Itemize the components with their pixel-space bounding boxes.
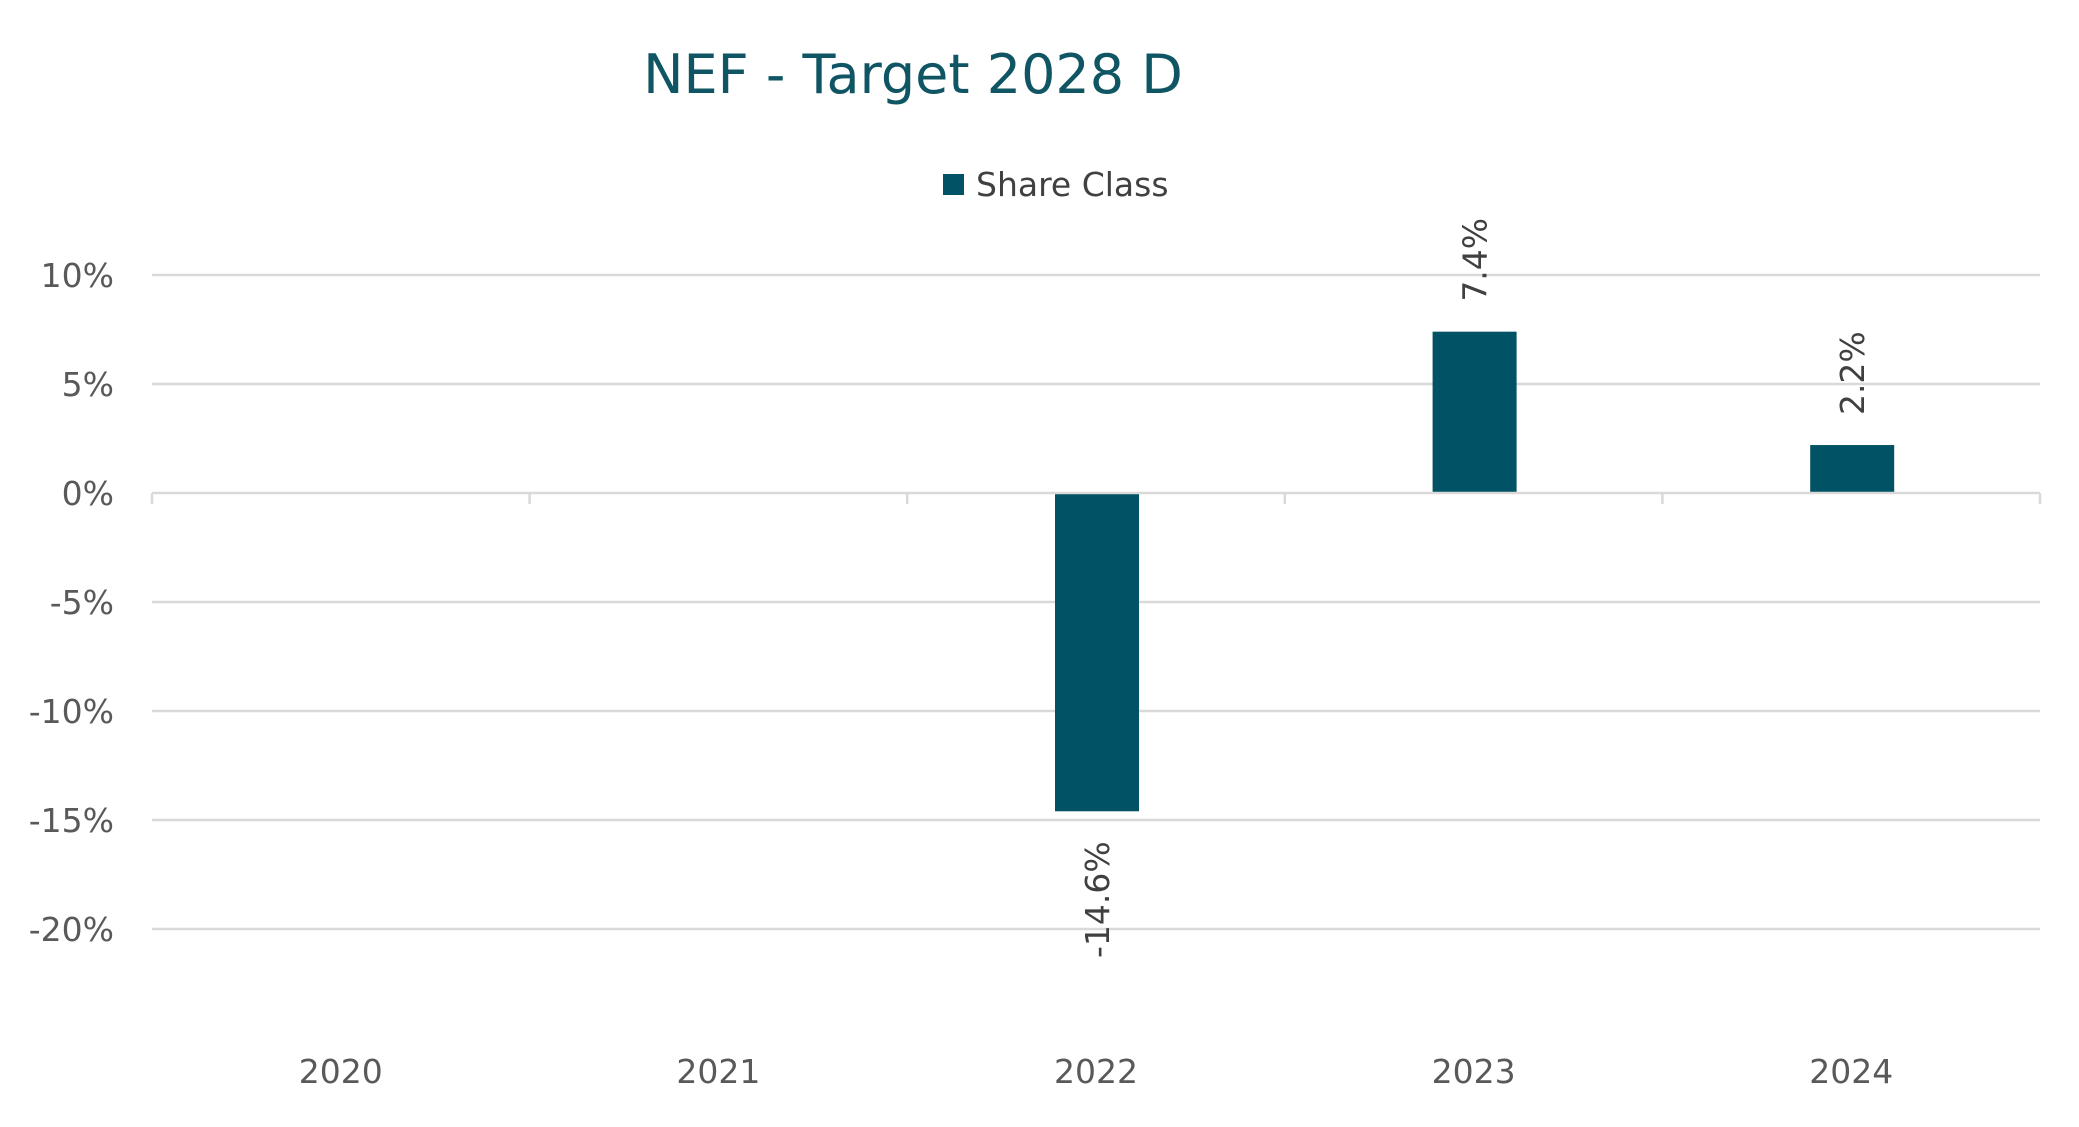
bar: [1055, 493, 1139, 812]
y-tick-label: 0%: [62, 474, 114, 513]
bar: [1432, 331, 1517, 493]
x-axis: [150, 491, 2042, 504]
y-tick-label: -5%: [50, 583, 114, 622]
bars: [1055, 331, 1895, 812]
x-axis-ticks: 2020 2021 2022 2023 2024: [299, 1052, 1893, 1091]
x-tick-label: 2022: [1054, 1052, 1138, 1091]
x-tick-label: 2023: [1432, 1052, 1516, 1091]
y-tick-label: -20%: [29, 910, 114, 949]
bar: [1810, 445, 1895, 493]
chart-title: NEF - Target 2028 D: [643, 43, 1183, 106]
x-tick-label: 2020: [299, 1052, 383, 1091]
data-label: -14.6%: [1078, 841, 1117, 958]
legend-swatch: [943, 174, 964, 195]
x-tick-label: 2024: [1809, 1052, 1893, 1091]
y-tick-label: -15%: [29, 801, 114, 840]
x-tick-label: 2021: [676, 1052, 760, 1091]
y-tick-label: -10%: [29, 692, 114, 731]
y-axis-ticks: 10% 5% 0% -5% -10% -15% -20%: [29, 256, 114, 949]
data-label: 2.2%: [1833, 331, 1872, 415]
y-tick-label: 5%: [62, 365, 114, 404]
legend-label: Share Class: [976, 165, 1169, 204]
y-tick-label: 10%: [41, 256, 114, 295]
data-label: 7.4%: [1456, 218, 1495, 302]
data-labels: -14.6% 7.4% 2.2%: [1078, 218, 1872, 958]
legend: Share Class: [943, 165, 1169, 204]
